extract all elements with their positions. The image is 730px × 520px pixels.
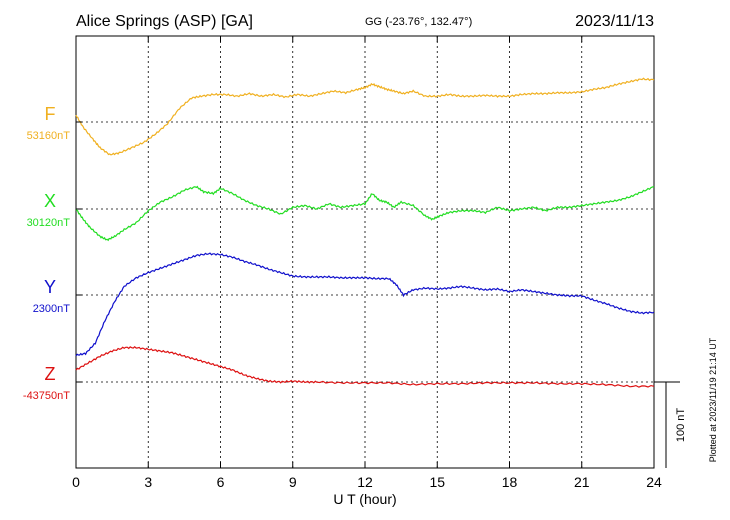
- scale-bar-label: 100 nT: [675, 408, 687, 443]
- x-tick-label: 6: [217, 474, 225, 490]
- series-line-z: [75, 346, 655, 388]
- x-tick-label: 12: [357, 474, 373, 490]
- series-group: [75, 77, 655, 388]
- series-name-z: Z: [45, 364, 56, 384]
- x-ticks: 0 3 6 9 12 15 18 21 24: [72, 36, 662, 490]
- series-baseline-z: -43750nT: [23, 390, 70, 402]
- x-axis-label: U T (hour): [333, 491, 396, 507]
- scale-bar: 100 nT: [654, 381, 687, 468]
- series-name-y: Y: [44, 277, 56, 297]
- x-tick-label: 24: [646, 474, 662, 490]
- series-line-x: [75, 185, 655, 242]
- x-tick-label: 18: [502, 474, 518, 490]
- series-name-x: X: [44, 191, 56, 211]
- x-tick-label: 15: [429, 474, 445, 490]
- station-title: Alice Springs (ASP) [GA]: [76, 13, 253, 30]
- grid: [76, 36, 654, 468]
- series-baseline-y: 2300nT: [33, 303, 71, 315]
- plotted-timestamp: Plotted at 2023/11/19 21:14 UT: [708, 337, 718, 462]
- x-tick-label: 9: [289, 474, 297, 490]
- series-labels: F 53160nT X 30120nT Y 2300nT Z -43750nT: [23, 104, 70, 402]
- date-label: 2023/11/13: [575, 13, 654, 30]
- series-baseline-x: 30120nT: [27, 217, 71, 229]
- x-tick-label: 3: [144, 474, 152, 490]
- series-line-f: [75, 77, 655, 156]
- x-tick-label: 0: [72, 474, 80, 490]
- coordinates: GG (-23.76°, 132.47°): [365, 16, 472, 28]
- series-baseline-f: 53160nT: [27, 130, 71, 142]
- series-name-f: F: [45, 104, 56, 124]
- x-tick-label: 21: [574, 474, 590, 490]
- series-line-y: [75, 252, 655, 357]
